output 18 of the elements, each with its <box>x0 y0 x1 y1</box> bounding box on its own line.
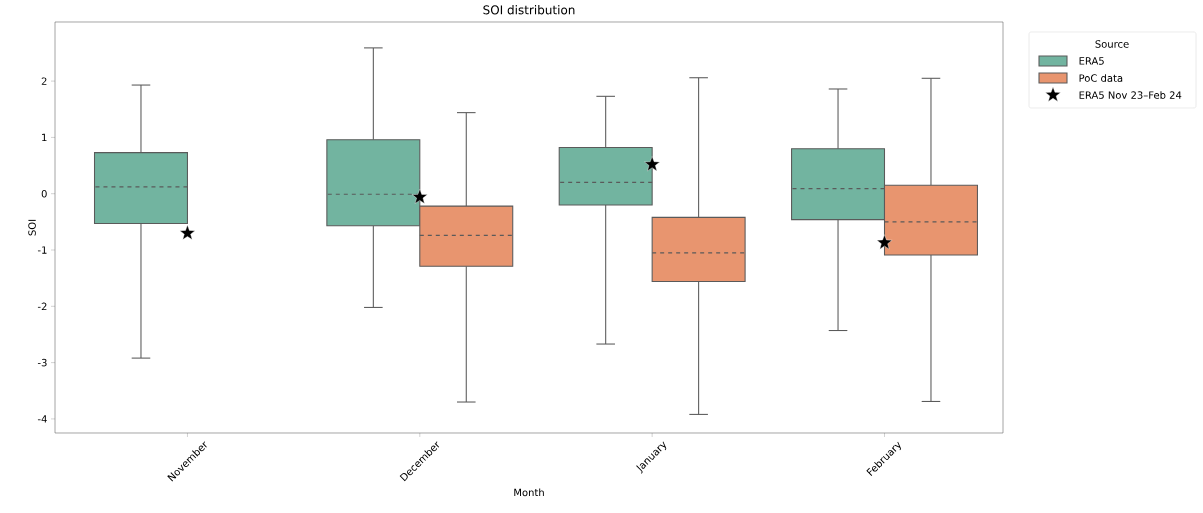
y-tick-label: 1 <box>42 133 47 142</box>
y-axis-title: SOI <box>28 219 36 236</box>
y-tick-label: 2 <box>41 77 47 85</box>
chart-title: SOI distribution <box>483 5 575 15</box>
y-tick-label: -4 <box>37 415 47 423</box>
point <box>411 188 428 204</box>
y-tick-label: -2 <box>37 302 47 311</box>
y-tick-label: -1 <box>37 246 47 254</box>
legend-title: Source <box>1095 40 1129 48</box>
legend-label: ERA5 Nov 23–Feb 24 <box>1079 91 1182 99</box>
legend-label: ERA5 <box>1079 57 1104 65</box>
point <box>644 156 660 172</box>
y-tick-label: 0 <box>41 189 47 198</box>
legend-label: PoC data <box>1079 74 1123 82</box>
point <box>179 224 196 240</box>
point <box>876 234 893 250</box>
x-axis-title: Month <box>514 488 544 497</box>
y-tick-label: -3 <box>37 358 47 367</box>
